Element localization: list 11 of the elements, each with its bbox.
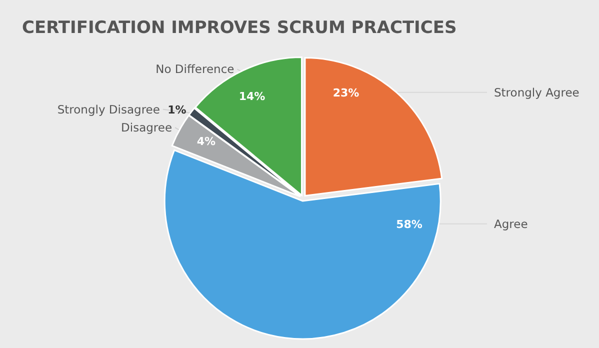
data-label: 58%	[396, 218, 422, 231]
slice-label: Disagree	[121, 120, 172, 135]
data-label: 1%	[168, 103, 186, 116]
slice-label: Strongly Disagree	[57, 102, 160, 116]
chart-title: CERTIFICATION IMPROVES SCRUM PRACTICES	[22, 18, 457, 38]
slice-label: Strongly Agree	[494, 85, 580, 100]
data-label: 14%	[238, 90, 266, 104]
data-label: 23%	[332, 86, 360, 100]
slice-label: Agree	[494, 216, 528, 231]
slice-label: No Difference	[156, 62, 234, 76]
data-label: 4%	[196, 134, 216, 148]
